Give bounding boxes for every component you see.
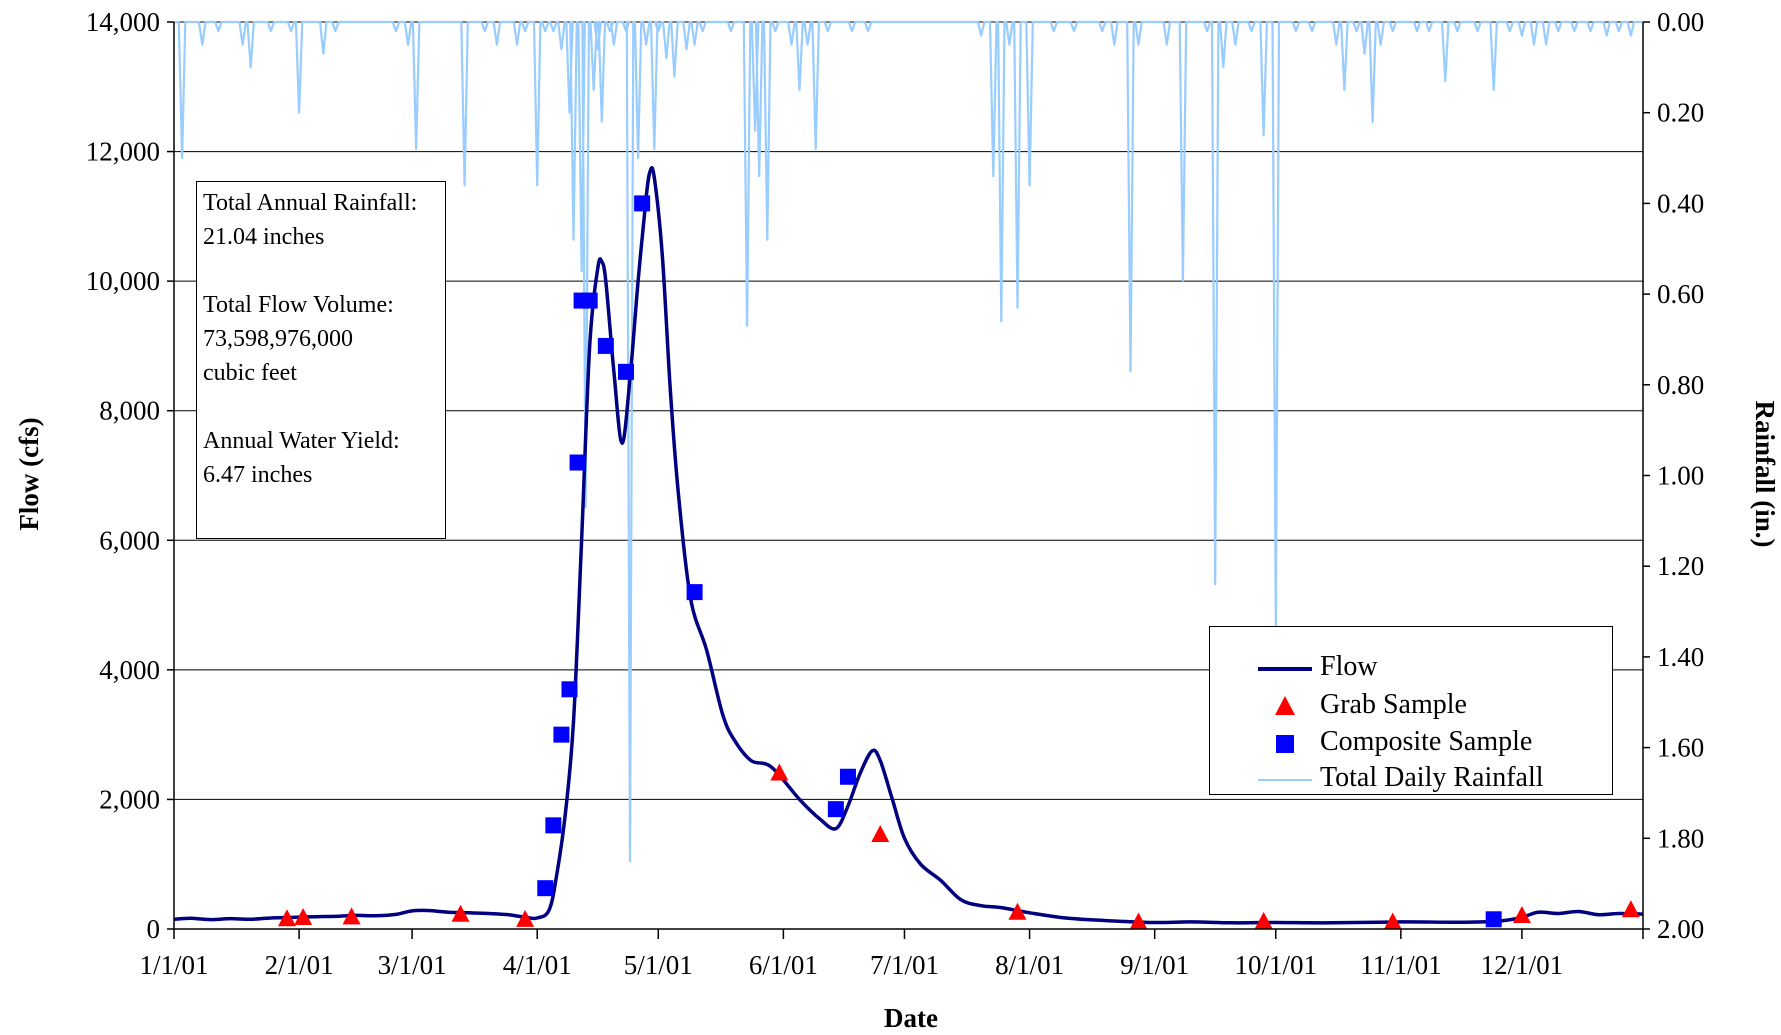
flow-series [173,166,1644,925]
x-tick-label: 9/1/01 [1120,950,1189,980]
legend-swatch-total-daily-rainfall [1258,779,1312,781]
x-tick-label: 3/1/01 [378,950,447,980]
y-right-tick-label: 2.00 [1657,914,1704,944]
legend-label-grab-sample: Grab Sample [1320,689,1467,720]
y-left-tick-label: 14,000 [86,7,160,37]
y-left-tick-label: 10,000 [86,266,160,296]
y-axis-left-title: Flow (cfs) [14,417,44,530]
y-right-tick-label: 1.60 [1657,733,1704,763]
y-right-tick-label: 0.20 [1657,98,1704,128]
y-right-tick-label: 1.80 [1657,823,1704,853]
grab-sample-marker [342,907,361,925]
legend-swatch-flow [1258,667,1312,671]
composite-sample-marker [597,337,614,354]
y-right-tick-label: 0.60 [1657,279,1704,309]
grab-sample-marker [1512,906,1531,924]
x-tick-label: 12/1/01 [1481,950,1564,980]
x-tick-label: 5/1/01 [624,950,693,980]
stat-flow-volume-value: 73,598,976,000 [203,326,353,352]
y-right-tick-label: 1.40 [1657,642,1704,672]
stat-water-yield-label: Annual Water Yield: [203,428,400,454]
grab-sample-marker [278,909,296,927]
stat-flow-volume-label: Total Flow Volume: [203,292,394,318]
annual-stats-annotation: Total Annual Rainfall: 21.04 inches Tota… [196,181,446,539]
grab-sample-marker [1254,911,1273,929]
grab-sample-marker [294,907,313,925]
chart-legend: Flow Grab Sample Composite Sample Total … [1209,626,1613,795]
stat-rainfall-value: 21.04 inches [203,224,325,250]
legend-swatch-composite-sample [1276,735,1294,753]
y-left-tick-label: 4,000 [99,655,160,685]
x-tick-label: 10/1/01 [1234,950,1317,980]
y-left-tick-label: 8,000 [99,396,160,426]
legend-item-total-daily-rainfall: Total Daily Rainfall [1210,760,1612,800]
x-tick-label: 1/1/01 [139,950,208,980]
flow-line [173,166,1644,925]
legend-swatch-grab-sample [1275,696,1295,715]
grab-sample-marker [871,825,890,843]
axes: 0 2,000 4,000 6,000 8,000 10,000 12,000 14,000 0… [86,7,1705,980]
stat-flow-volume-unit: cubic feet [203,360,297,386]
legend-label-flow: Flow [1320,651,1378,682]
composite-sample-marker [581,292,598,309]
legend-item-grab-sample: Grab Sample [1210,687,1612,727]
legend-item-composite-sample: Composite Sample [1210,724,1612,764]
composite-sample-marker [545,817,562,834]
y-left-tick-label: 0 [147,914,161,944]
grab-sample-marker [1129,912,1148,930]
composite-sample-marker [569,454,586,471]
stat-rainfall-label: Total Annual Rainfall: [203,190,418,216]
composite-sample-marker [618,363,634,380]
composite-sample-marker [1485,911,1502,928]
x-axis-title: Date [884,1003,938,1033]
x-tick-label: 11/1/01 [1360,950,1442,980]
composite-sample-marker [686,584,703,601]
y-left-tick-label: 6,000 [99,525,160,555]
y-right-tick-label: 1.00 [1657,461,1704,491]
x-tick-label: 8/1/01 [995,950,1064,980]
composite-sample-marker [827,801,844,818]
sample-markers [278,195,1640,930]
rainfall-series [174,20,1643,863]
grab-sample-marker [1621,900,1640,918]
legend-item-flow: Flow [1210,649,1612,689]
y-right-tick-label: 0.00 [1657,7,1704,37]
legend-label-total-daily-rainfall: Total Daily Rainfall [1320,762,1544,793]
x-tick-label: 2/1/01 [265,950,334,980]
y-left-tick-label: 12,000 [86,137,160,167]
composite-sample-marker [553,726,570,743]
composite-sample-marker [634,195,651,212]
grab-sample-marker [1383,912,1402,930]
composite-sample-marker [537,880,554,897]
legend-label-composite-sample: Composite Sample [1320,726,1533,757]
y-right-tick-label: 0.40 [1657,188,1704,218]
grab-sample-marker [451,904,470,922]
composite-sample-marker [561,681,578,698]
y-axis-right-title: Rainfall (in.) [1750,400,1780,547]
grab-sample-marker [516,909,535,927]
x-tick-label: 4/1/01 [503,950,572,980]
x-tick-label: 7/1/01 [870,950,939,980]
composite-sample-marker [839,768,856,785]
x-tick-label: 6/1/01 [749,950,818,980]
y-right-tick-label: 0.80 [1657,370,1704,400]
grab-sample-marker [770,763,789,781]
y-left-tick-label: 2,000 [99,784,160,814]
stat-water-yield-value: 6.47 inches [203,462,313,488]
grab-sample-marker [1008,902,1027,920]
rainfall-line [174,20,1643,863]
y-right-tick-label: 1.20 [1657,551,1704,581]
